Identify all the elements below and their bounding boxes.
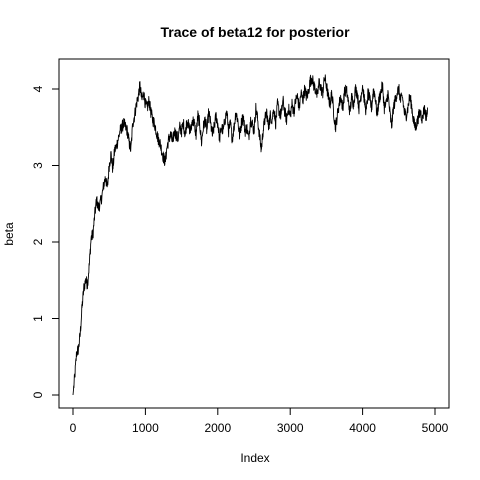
series-line-beta12 xyxy=(72,74,428,396)
y-tick-label: 3 xyxy=(31,162,45,169)
x-tick-label: 1000 xyxy=(132,421,159,435)
y-tick-label: 0 xyxy=(31,391,45,398)
x-tick-label: 5000 xyxy=(422,421,449,435)
chart-title: Trace of beta12 for posterior xyxy=(160,24,350,40)
y-tick-label: 2 xyxy=(31,238,45,245)
x-tick-label: 4000 xyxy=(349,421,376,435)
series-layer xyxy=(72,74,428,396)
y-axis: 0 1 2 3 4 xyxy=(31,85,60,398)
x-tick-label: 3000 xyxy=(277,421,304,435)
y-tick-label: 4 xyxy=(31,85,45,92)
x-axis-label: Index xyxy=(240,451,269,465)
y-tick-label: 1 xyxy=(31,315,45,322)
x-tick-label: 2000 xyxy=(204,421,231,435)
x-tick-label: 0 xyxy=(70,421,77,435)
x-axis: 0 1000 2000 3000 4000 5000 xyxy=(70,407,449,435)
y-axis-label: beta xyxy=(2,222,16,246)
